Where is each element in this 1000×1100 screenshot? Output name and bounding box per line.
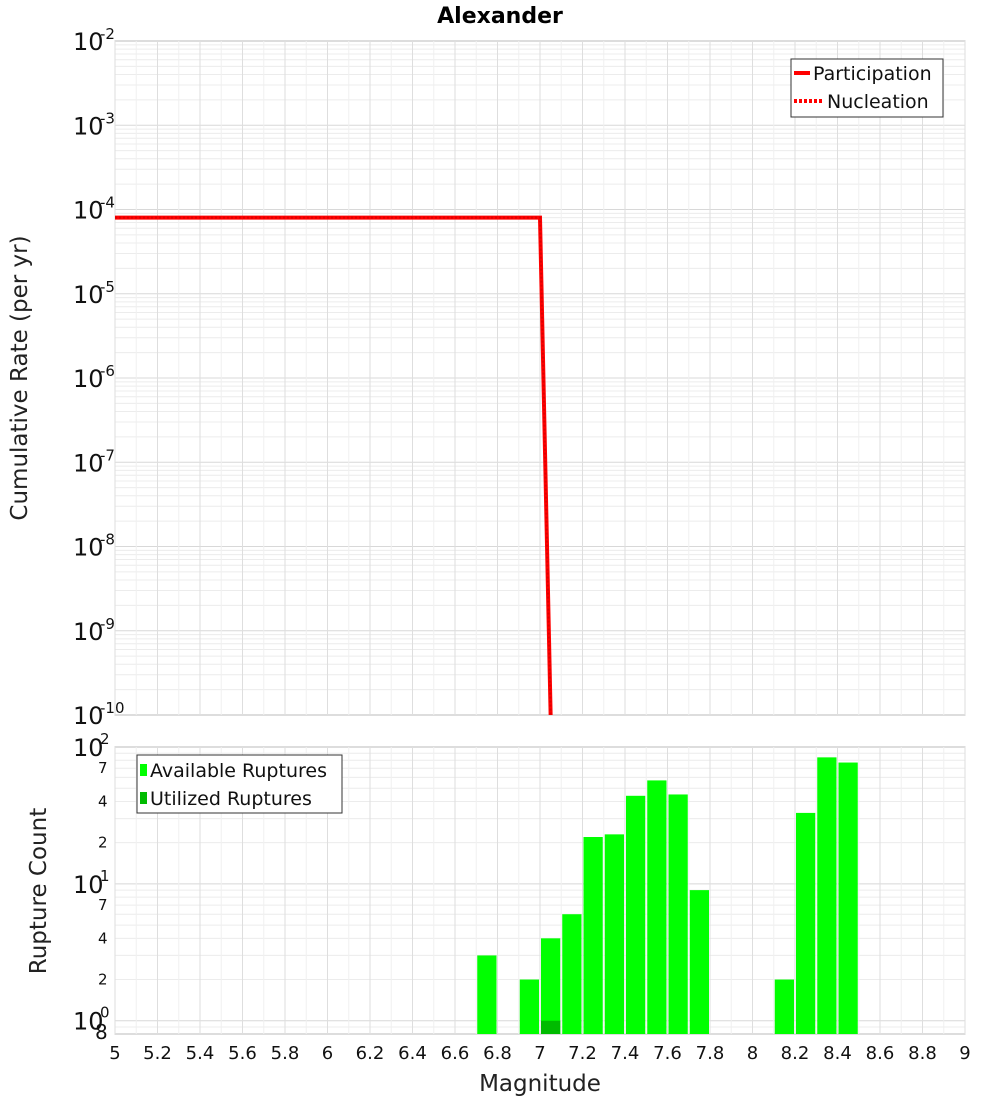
- x-tick-label: 7.2: [568, 1043, 597, 1064]
- upper-y-tick-label: 10: [73, 534, 104, 562]
- x-tick-label: 5.2: [143, 1043, 172, 1064]
- x-tick-label: 5.8: [271, 1043, 300, 1064]
- lower-y-minor-tick-label: 2: [98, 834, 108, 852]
- legend-utilized-label: Utilized Ruptures: [150, 788, 312, 810]
- x-tick-label: 5.6: [228, 1043, 257, 1064]
- x-tick-label: 5.4: [186, 1043, 215, 1064]
- available-rupture-bar: [583, 837, 603, 1034]
- x-tick-label: 8.8: [908, 1043, 937, 1064]
- available-rupture-bar: [689, 890, 709, 1034]
- x-axis-label: Magnitude: [479, 1071, 601, 1097]
- lower-legend-box: [136, 754, 343, 814]
- available-rupture-bar: [562, 914, 582, 1034]
- upper-y-tick-label: 10: [73, 702, 104, 730]
- upper-y-tick-exponent: -2: [100, 25, 115, 43]
- available-rupture-bar: [626, 795, 646, 1034]
- upper-legend: Participation Nucleation: [790, 58, 944, 118]
- upper-y-tick-exponent: -7: [100, 446, 115, 464]
- lower-y-tick-label: 10: [73, 1008, 104, 1036]
- lower-y-minor-tick-label: 7: [98, 896, 108, 914]
- available-rupture-bar: [647, 780, 667, 1034]
- x-tick-label: 6: [322, 1043, 333, 1064]
- x-tick-label: 6.4: [398, 1043, 427, 1064]
- lower-bars: [477, 757, 858, 1034]
- lower-y-tick-exponent: 2: [100, 730, 110, 748]
- available-rupture-bar: [838, 762, 858, 1034]
- lower-legend: Available Ruptures Utilized Ruptures: [136, 754, 343, 814]
- x-tick-label: 8.2: [781, 1043, 810, 1064]
- utilized-rupture-bar: [541, 1020, 561, 1034]
- available-rupture-bar: [604, 834, 624, 1034]
- x-tick-label: 6.8: [483, 1043, 512, 1064]
- upper-y-tick-label: 10: [73, 28, 104, 56]
- x-tick-label: 8.6: [866, 1043, 895, 1064]
- upper-y-tick-label: 10: [73, 449, 104, 477]
- legend-nucleation-label: Nucleation: [827, 91, 929, 113]
- lower-y-tick-exponent: 0: [100, 1004, 110, 1022]
- available-rupture-bar: [668, 794, 688, 1034]
- upper-y-tick-exponent: -3: [100, 109, 115, 127]
- x-tick-label: 6.6: [441, 1043, 470, 1064]
- upper-y-tick-label: 10: [73, 197, 104, 225]
- upper-y-tick-exponent: -6: [100, 362, 115, 380]
- chart-title: Alexander: [437, 4, 563, 29]
- lower-y-tick-exponent: 1: [100, 867, 110, 885]
- legend-utilized-swatch: [140, 792, 147, 804]
- x-tick-label: 8.4: [823, 1043, 852, 1064]
- upper-legend-box: [790, 58, 944, 118]
- lower-y-tick-label: 10: [73, 734, 104, 762]
- upper-y-tick-exponent: -8: [100, 531, 115, 549]
- available-rupture-bar: [477, 955, 497, 1034]
- x-tick-label: 7.8: [696, 1043, 725, 1064]
- upper-y-tick-exponent: -4: [100, 194, 115, 212]
- lower-y-minor-tick-label: 4: [98, 929, 108, 947]
- upper-y-tick-exponent: -9: [100, 615, 115, 633]
- lower-y-minor-tick-label: 8: [95, 1020, 108, 1044]
- legend-participation-label: Participation: [813, 63, 932, 85]
- upper-y-tick-labels: 10-210-310-410-510-610-710-810-910-10: [73, 25, 125, 730]
- legend-available-swatch: [140, 764, 147, 776]
- lower-y-minor-tick-label: 2: [98, 971, 108, 989]
- available-rupture-bar: [796, 812, 816, 1034]
- upper-y-tick-exponent: -10: [100, 699, 125, 717]
- nucleation-line: [115, 216, 552, 716]
- upper-y-tick-exponent: -5: [100, 278, 115, 296]
- lower-y-minor-tick-label: 4: [98, 792, 108, 810]
- x-tick-label: 7.6: [653, 1043, 682, 1064]
- lower-y-minor-tick-label: 7: [98, 759, 108, 777]
- upper-y-axis-label: Cumulative Rate (per yr): [7, 235, 33, 520]
- lower-y-tick-label: 10: [73, 871, 104, 899]
- x-tick-labels: 5 5.2 5.4 5.6 5.8 6 6.2 6.4 6.6 6.8 7 7.2 7.4 7.6 7.8 8…: [109, 1043, 970, 1064]
- upper-series: [115, 215, 553, 716]
- x-tick-label: 6.2: [356, 1043, 385, 1064]
- upper-y-tick-label: 10: [73, 281, 104, 309]
- available-rupture-bar: [774, 979, 794, 1034]
- x-tick-label: 7: [534, 1043, 545, 1064]
- x-tick-label: 7.4: [611, 1043, 640, 1064]
- x-tick-label: 8: [747, 1043, 758, 1064]
- available-rupture-bar: [519, 979, 539, 1034]
- upper-y-tick-label: 10: [73, 112, 104, 140]
- upper-y-tick-label: 10: [73, 365, 104, 393]
- legend-available-label: Available Ruptures: [150, 760, 327, 782]
- available-rupture-bar: [817, 757, 837, 1034]
- upper-grid: [114, 41, 966, 715]
- lower-y-axis-label: Rupture Count: [26, 808, 52, 974]
- available-rupture-bar: [541, 938, 561, 1034]
- x-tick-label: 9: [959, 1043, 970, 1064]
- x-tick-label: 5: [109, 1043, 120, 1064]
- upper-y-tick-label: 10: [73, 618, 104, 646]
